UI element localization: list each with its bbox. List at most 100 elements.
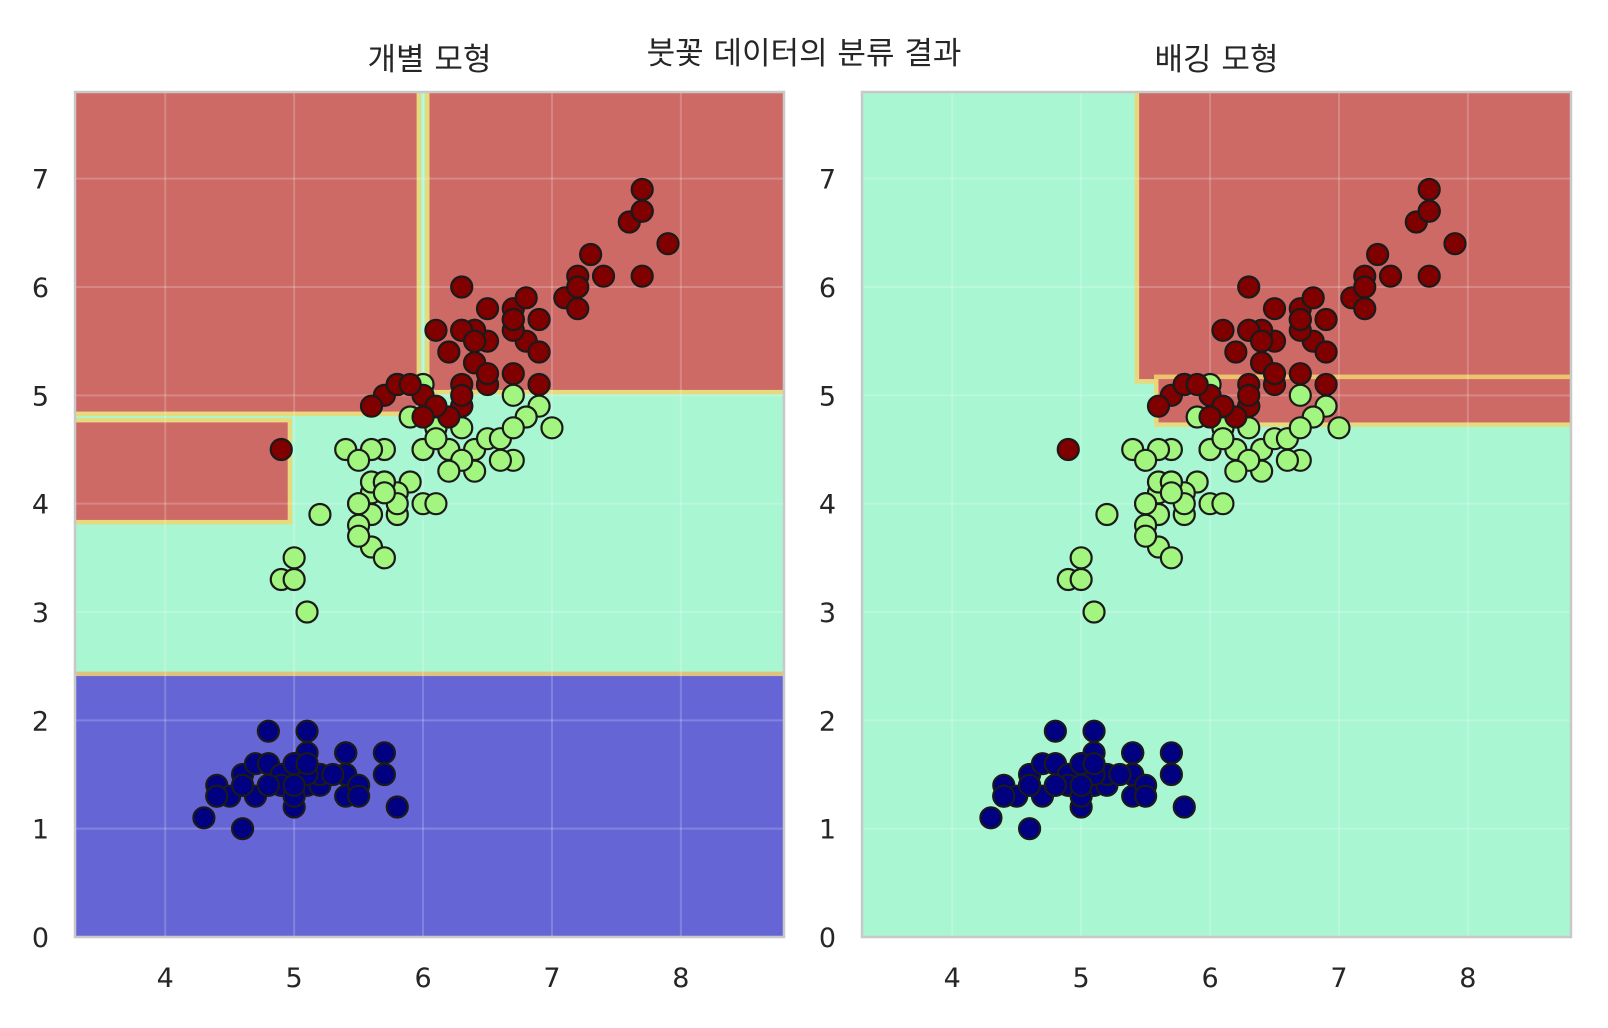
data-point-class-1 [1288,416,1312,440]
y-tick-label: 5 [32,381,49,412]
data-point-class-0 [256,719,280,743]
data-point-class-1 [1133,492,1158,516]
data-point-class-0 [205,784,229,808]
data-point-class-2 [1417,264,1441,288]
data-point-class-1 [372,481,396,505]
x-tick-label: 8 [672,963,689,994]
data-point-class-1 [282,546,306,570]
data-point-class-2 [1224,340,1248,364]
data-point-class-0 [321,762,345,787]
data-point-class-2 [1288,362,1312,386]
data-point-class-1 [1082,600,1106,624]
data-point-class-2 [1262,362,1287,386]
data-point-class-0 [1017,817,1042,841]
data-point-class-1 [488,448,512,472]
data-point-class-2 [591,264,616,288]
y-tick-label: 2 [32,706,49,737]
data-point-class-2 [450,275,474,299]
data-point-class-1 [1133,524,1158,548]
decision-region-class-2 [75,422,288,520]
x-tick-label: 7 [543,963,560,994]
decision-region-class-0 [75,671,784,937]
data-point-class-1 [295,600,319,624]
y-tick-label: 6 [32,273,49,304]
data-point-class-2 [1443,232,1467,256]
data-point-class-0 [334,741,358,765]
data-point-class-2 [269,437,293,462]
x-tick-label: 8 [1459,963,1476,994]
data-point-class-0 [385,795,409,819]
data-point-class-2 [475,362,500,386]
data-point-class-2 [1353,297,1377,321]
data-point-class-0 [1159,762,1183,787]
data-point-class-1 [1327,416,1351,440]
panel-title: 배깅 모형 [1155,42,1279,78]
figure-suptitle: 붓꽃 데이터의 분류 결과 [647,36,962,72]
data-point-class-0 [372,741,396,765]
data-point-class-2 [630,264,654,288]
data-point-class-1 [1159,546,1183,570]
data-point-class-2 [527,340,551,364]
data-point-class-2 [1314,340,1338,364]
data-point-class-1 [372,546,396,570]
data-point-class-2 [1262,297,1287,321]
data-point-class-0 [230,773,255,797]
data-point-class-2 [501,307,525,332]
data-point-class-2 [1237,275,1261,299]
y-tick-label: 1 [32,815,49,846]
data-point-class-1 [282,567,306,592]
data-point-class-0 [1069,773,1093,797]
data-point-class-2 [1211,318,1235,342]
x-tick-label: 4 [157,963,174,994]
data-point-class-2 [1314,372,1338,397]
data-point-class-2 [1301,286,1325,310]
data-point-class-1 [1275,448,1300,472]
data-point-class-1 [308,502,332,527]
data-point-class-2 [1288,307,1312,332]
y-tick-label: 6 [819,273,836,304]
data-point-class-1 [1211,492,1235,516]
y-tick-label: 0 [32,923,49,954]
data-point-class-2 [424,318,448,342]
decision-region-class-2 [75,92,417,412]
y-tick-label: 3 [819,598,836,629]
data-point-class-2 [630,177,654,202]
data-point-class-1 [501,416,525,440]
x-tick-label: 6 [414,963,431,994]
panel-title: 개별 모형 [368,42,492,78]
decision-region-class-2 [1139,92,1571,380]
data-point-class-0 [1043,773,1067,797]
data-point-class-2 [450,383,474,407]
data-point-class-0 [295,752,319,776]
data-point-class-2 [1185,372,1209,397]
data-point-class-1 [424,492,448,516]
panel-individual-model: 4 5 6 7 8 0 1 2 3 4 5 6 7 개별 모형 [32,42,786,994]
data-point-class-1 [437,459,461,483]
data-point-class-2 [656,232,680,256]
data-point-class-0 [1133,784,1158,808]
plot-area [862,92,1571,937]
y-tick-label: 7 [32,165,49,196]
data-point-class-1 [347,492,371,516]
data-point-class-1 [1133,448,1158,472]
data-point-class-2 [411,405,435,429]
data-point-class-2 [1378,264,1403,288]
x-tick-label: 6 [1201,963,1218,994]
data-point-class-2 [1237,383,1261,407]
axes-frame [73,90,786,939]
data-point-class-0 [1172,795,1196,819]
data-point-class-0 [1159,741,1183,765]
data-point-class-1 [1211,427,1235,451]
data-point-class-0 [347,784,371,808]
data-point-class-1 [1095,502,1119,527]
x-tick-label: 5 [286,963,303,994]
data-point-class-0 [979,806,1003,830]
data-point-class-2 [579,242,603,267]
data-point-class-2 [475,297,500,321]
data-point-class-1 [1069,567,1093,592]
data-point-class-2 [1056,437,1080,462]
data-point-class-0 [230,817,255,841]
y-tick-label: 0 [819,923,836,954]
data-point-class-0 [282,773,306,797]
